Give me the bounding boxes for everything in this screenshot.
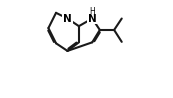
Text: N: N	[88, 14, 97, 24]
Text: H: H	[89, 7, 95, 16]
Text: N: N	[63, 14, 72, 24]
